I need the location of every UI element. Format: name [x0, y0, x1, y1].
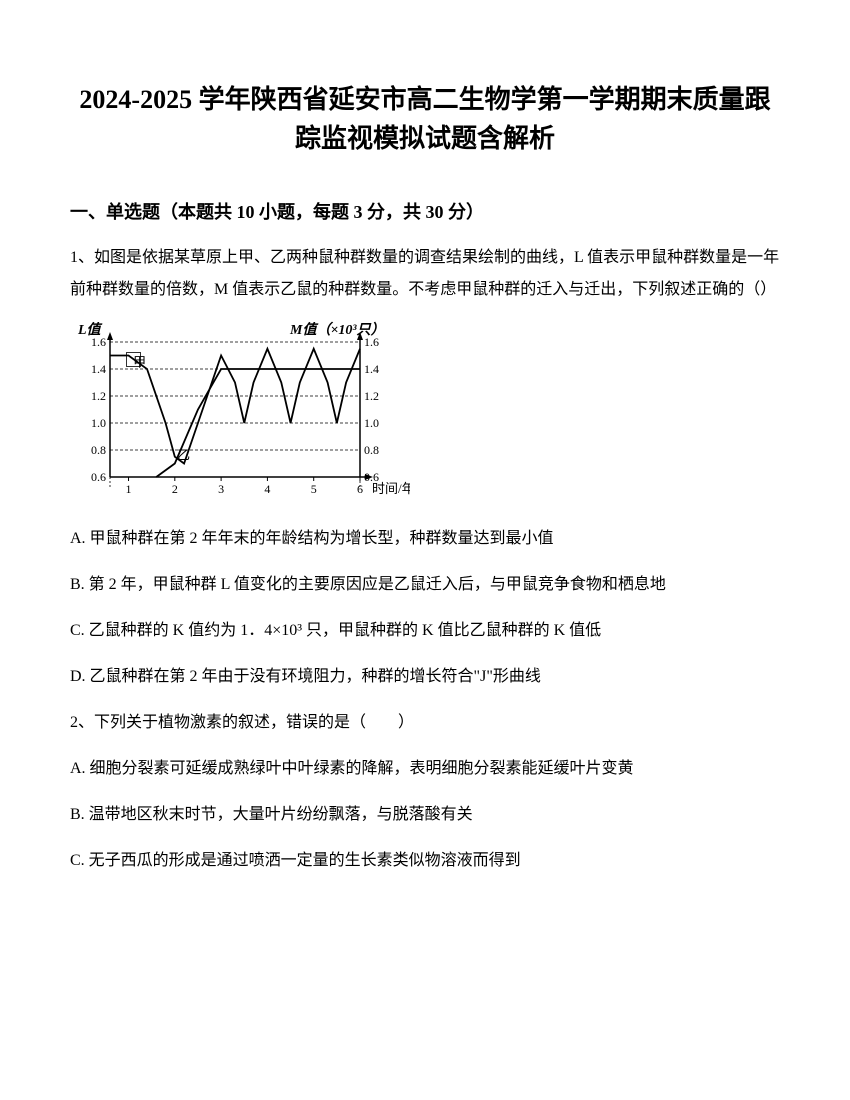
svg-text:2: 2	[172, 482, 178, 496]
svg-text:1.4: 1.4	[91, 362, 106, 376]
svg-text:M值（×10³只）: M值（×10³只）	[289, 321, 385, 338]
svg-text:3: 3	[218, 482, 224, 496]
svg-text:时间/年: 时间/年	[372, 481, 410, 496]
q1-option-b: B. 第 2 年，甲鼠种群 L 值变化的主要原因应是乙鼠迁入后，与甲鼠竞争食物和…	[70, 569, 780, 601]
svg-text:6: 6	[357, 482, 363, 496]
svg-text:4: 4	[264, 482, 270, 496]
svg-text:1.2: 1.2	[91, 389, 106, 403]
q2-stem: 2、下列关于植物激素的叙述，错误的是（ ）	[70, 707, 780, 739]
svg-text:5: 5	[311, 482, 317, 496]
svg-text:1: 1	[126, 482, 132, 496]
svg-text:甲: 甲	[133, 354, 146, 369]
svg-text:1.2: 1.2	[364, 389, 379, 403]
page-title: 2024-2025 学年陕西省延安市高二生物学第一学期期末质量跟踪监视模拟试题含…	[70, 80, 780, 158]
population-chart: 0.60.60.80.81.01.01.21.21.41.41.61.61234…	[70, 320, 410, 505]
q2-option-a: A. 细胞分裂素可延缓成熟绿叶中叶绿素的降解，表明细胞分裂素能延缓叶片变黄	[70, 753, 780, 785]
q1-option-c: C. 乙鼠种群的 K 值约为 1．4×10³ 只，甲鼠种群的 K 值比乙鼠种群的…	[70, 615, 780, 647]
q1-option-d: D. 乙鼠种群在第 2 年由于没有环境阻力，种群的增长符合"J"形曲线	[70, 661, 780, 693]
svg-text:0.8: 0.8	[91, 443, 106, 457]
svg-text:1.0: 1.0	[91, 416, 106, 430]
q1-stem: 1、如图是依据某草原上甲、乙两种鼠种群数量的调查结果绘制的曲线，L 值表示甲鼠种…	[70, 242, 780, 306]
q1-option-a: A. 甲鼠种群在第 2 年年末的年龄结构为增长型，种群数量达到最小值	[70, 523, 780, 555]
svg-text:0.6: 0.6	[91, 470, 106, 484]
q2-option-b: B. 温带地区秋末时节，大量叶片纷纷飘落，与脱落酸有关	[70, 799, 780, 831]
section-heading: 一、单选题（本题共 10 小题，每题 3 分，共 30 分）	[70, 198, 780, 224]
svg-text:乙: 乙	[177, 447, 190, 462]
svg-text:1.0: 1.0	[364, 416, 379, 430]
svg-text:L值: L值	[77, 321, 103, 338]
svg-text:1.4: 1.4	[364, 362, 379, 376]
svg-text:0.8: 0.8	[364, 443, 379, 457]
q2-option-c: C. 无子西瓜的形成是通过喷洒一定量的生长素类似物溶液而得到	[70, 845, 780, 877]
